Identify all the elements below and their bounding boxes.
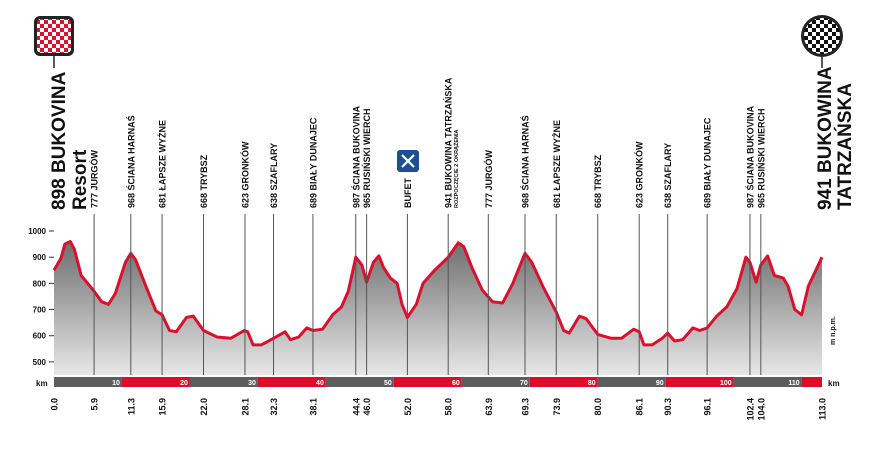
waypoint-label: 777 JURGÓW [483,149,494,208]
y-axis: 1000 900 800 700 600 500 [28,227,54,367]
profile-area-layer [52,240,824,375]
start-flag-icon [34,16,74,56]
km-marker-label: 32.3 [269,398,279,416]
waypoint-label: 638 SZAFLARY [663,143,673,208]
finish-flag-icon [801,15,843,57]
waypoint-label: 968 ŚCIANA HARNAŚ [125,115,136,208]
y-tick-label: 1000 [28,227,46,236]
finish-sub-label: TATRZAŃSKA [834,83,856,210]
x-axis: 0.0 5.9 11.3 15.9 22.0 28.1 32.3 38.1 44.4 46.0 52… [50,398,828,421]
km-segment [597,377,666,387]
waypoint-label: BUFET [403,178,413,208]
km-segment [801,377,822,387]
waypoint-label: 681 ŁAPSZE WYŻNE [158,120,168,208]
km-tick-label: 100 [720,380,732,387]
waypoint-label: 987 ŚCIANA BUKOVINA [350,105,361,208]
profile-line [52,240,824,347]
km-tick-label: 70 [520,380,528,387]
km-marker-label: 28.1 [240,398,250,416]
waypoint-label: 638 SZAFLARY [269,143,279,208]
km-left-label: km [36,379,48,388]
waypoint-label: 941 BUKOWINA TATRZAŃSKA [444,77,454,208]
start-sub-label: Resort [70,149,91,210]
km-marker-label: 90.3 [663,398,673,416]
km-segment [189,377,258,387]
waypoint-label: 968 ŚCIANA HARNAŚ [519,115,530,208]
km-segment [665,377,734,387]
y-tick-label: 600 [33,332,47,341]
km-segment [529,377,598,387]
km-marker-label: 58.0 [444,398,454,416]
km-tick-label: 60 [452,380,460,387]
km-right-label: km [828,379,840,388]
waypoint-label: 689 BIAŁY DUNAJEC [703,117,713,208]
km-marker-label: 22.0 [199,398,209,416]
waypoint-guides [93,214,762,375]
km-marker-label: 96.1 [703,398,713,416]
km-tick-label: 80 [588,380,596,387]
km-marker-label: 80.0 [593,398,603,416]
finish-label: 941 BUKOWINA [815,66,836,210]
waypoint-label: 623 GRONKÓW [239,141,250,208]
km-segment [393,377,462,387]
km-marker-label: 5.9 [90,398,100,411]
km-marker-label: 73.9 [552,398,562,416]
waypoint-label: 623 GRONKÓW [634,141,645,208]
km-segment [121,377,190,387]
km-segment [733,377,802,387]
y-unit-label: m n.p.m. [830,316,837,345]
y-tick-label: 800 [33,279,47,288]
km-segment [461,377,530,387]
km-marker-label: 69.3 [520,398,530,416]
km-marker-label: 11.3 [126,398,136,415]
y-tick-label: 900 [33,253,47,262]
km-marker-label: 52.0 [403,398,413,416]
km-marker-label: 113.0 [818,398,828,420]
km-tick-label: 40 [316,380,324,387]
km-tick-label: 20 [180,380,188,387]
km-tick-label: 90 [656,380,664,387]
km-marker-label: 38.1 [308,398,318,416]
km-marker-label: 44.4 [351,398,361,416]
profile-area [54,241,822,375]
waypoint-label: 689 BIAŁY DUNAJEC [308,117,318,208]
waypoint-label: 987 ŚCIANA BUKOVINA [744,105,755,208]
y-tick-label: 500 [33,358,47,367]
km-marker-label: 0.0 [50,398,60,411]
km-marker-label: 102.4 [745,398,755,421]
waypoint-labels: 777 JURGÓW 968 ŚCIANA HARNAŚ 681 ŁAPSZE WY… [89,77,767,208]
waypoint-label: 777 JURGÓW [89,149,100,208]
y-tick-label: 700 [33,306,47,315]
km-marker-label: 86.1 [635,398,645,416]
km-marker-label: 104.0 [756,398,766,421]
waypoint-label: 965 RUSIŃSKI WIERCH [362,108,372,208]
km-tick-label: 110 [788,380,799,387]
waypoint-label: 681 ŁAPSZE WYŻNE [552,120,562,208]
km-segment [54,377,122,387]
waypoint-label: 668 TRYBSZ [593,154,603,208]
km-segment [325,377,394,387]
km-marker-label: 15.9 [158,398,168,416]
km-marker-label: 46.0 [362,398,372,416]
waypoint-label: 965 RUSIŃSKI WIERCH [756,108,766,208]
start-label: 898 BUKOVINA [49,71,70,210]
km-tick-label: 50 [384,380,392,387]
waypoint-label: 668 TRYBSZ [199,154,209,208]
km-segment [257,377,326,387]
km-tick-label: 10 [112,380,120,387]
km-bar: 10 20 30 40 50 60 70 80 90 100 110 [54,377,822,387]
km-marker-label: 63.9 [484,398,494,416]
waypoint-sub-label: ROZPOCZĘCIE 2 OKRĄŻENIA [453,129,460,208]
km-tick-label: 30 [248,380,256,387]
food-station-icon [397,150,419,172]
